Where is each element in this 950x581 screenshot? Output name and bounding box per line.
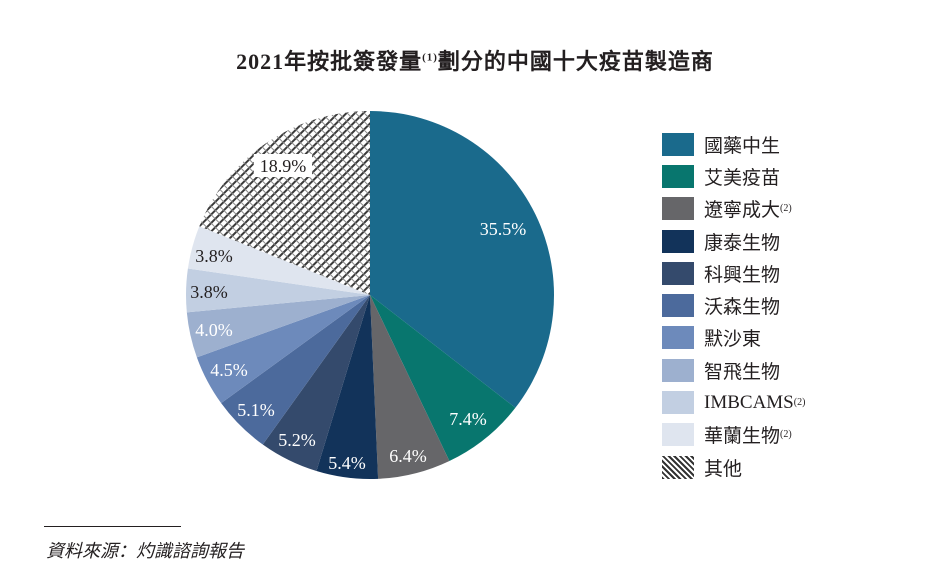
pie-slice xyxy=(370,111,555,408)
pie-slice xyxy=(370,295,516,461)
legend-item: 遼寧成大 (2) xyxy=(662,193,805,225)
legend-swatch xyxy=(662,423,694,447)
legend: 國藥中生 艾美疫苗 遼寧成大 (2) 康泰生物 科興生物 沃森生物 默沙東 智飛生物 IMBCAM… xyxy=(662,128,805,483)
legend-label: 默沙東 xyxy=(704,329,762,351)
slice-label: 5.1% xyxy=(237,400,275,420)
legend-item: 國藥中生 xyxy=(662,128,805,160)
chart-title: 2021年按批簽發量(1)劃分的中國十大疫苗製造商 xyxy=(236,49,714,74)
legend-swatch xyxy=(662,197,694,221)
pie-slice xyxy=(221,295,370,445)
legend-label: 康泰生物 xyxy=(704,232,781,254)
legend-swatch xyxy=(662,326,694,350)
source-divider xyxy=(44,526,181,527)
legend-swatch xyxy=(662,164,694,188)
legend-label: 智飛生物 xyxy=(704,361,781,383)
legend-item: 其他 xyxy=(662,451,805,483)
pie-slice xyxy=(370,295,450,479)
legend-swatch xyxy=(662,132,694,156)
pie-slice xyxy=(316,295,379,479)
slice-label: 5.4% xyxy=(328,453,366,473)
legend-item: 康泰生物 xyxy=(662,225,805,257)
pie-slice xyxy=(196,295,370,404)
pie-slice xyxy=(187,226,370,295)
legend-swatch xyxy=(662,261,694,285)
legend-item: IMBCAMS (2) xyxy=(662,386,805,418)
footnote-marker: (2) xyxy=(793,397,806,409)
legend-swatch xyxy=(662,358,694,382)
footnote-marker: (2) xyxy=(780,203,792,215)
legend-item: 沃森生物 xyxy=(662,289,805,321)
pie-slice xyxy=(185,268,370,313)
slice-label: 4.5% xyxy=(210,360,248,380)
legend-label: 華蘭生物 xyxy=(704,426,781,448)
slice-label: 6.4% xyxy=(389,446,427,466)
footnote-marker: (2) xyxy=(780,429,792,441)
slice-label: 35.5% xyxy=(480,219,527,239)
legend-label: IMBCAMS xyxy=(704,391,794,413)
legend-label: 國藥中生 xyxy=(704,135,781,157)
slice-label: 18.9% xyxy=(260,156,307,176)
legend-label: 遼寧成大 xyxy=(704,200,781,222)
legend-item: 艾美疫苗 xyxy=(662,160,805,192)
legend-swatch xyxy=(662,455,694,479)
pie-slice xyxy=(186,295,370,358)
slice-label: 5.2% xyxy=(278,430,316,450)
pie-slice xyxy=(262,295,370,472)
slice-label: 3.8% xyxy=(195,246,233,266)
legend-item: 智飛生物 xyxy=(662,354,805,386)
source-note: 資料來源：灼識諮詢報告 xyxy=(46,541,244,561)
legend-label: 沃森生物 xyxy=(704,297,781,319)
legend-item: 科興生物 xyxy=(662,257,805,289)
legend-swatch xyxy=(662,391,694,415)
legend-label: 其他 xyxy=(704,458,743,480)
legend-swatch xyxy=(662,229,694,253)
slice-label-background xyxy=(254,154,312,177)
legend-item: 默沙東 xyxy=(662,322,805,354)
legend-swatch xyxy=(662,294,694,318)
pie-slice xyxy=(199,111,370,295)
legend-item: 華蘭生物 (2) xyxy=(662,419,805,451)
slice-label: 3.8% xyxy=(190,282,228,302)
slice-label: 4.0% xyxy=(195,320,233,340)
legend-label: 科興生物 xyxy=(704,264,781,286)
slice-label: 7.4% xyxy=(449,409,487,429)
legend-label: 艾美疫苗 xyxy=(704,167,781,189)
